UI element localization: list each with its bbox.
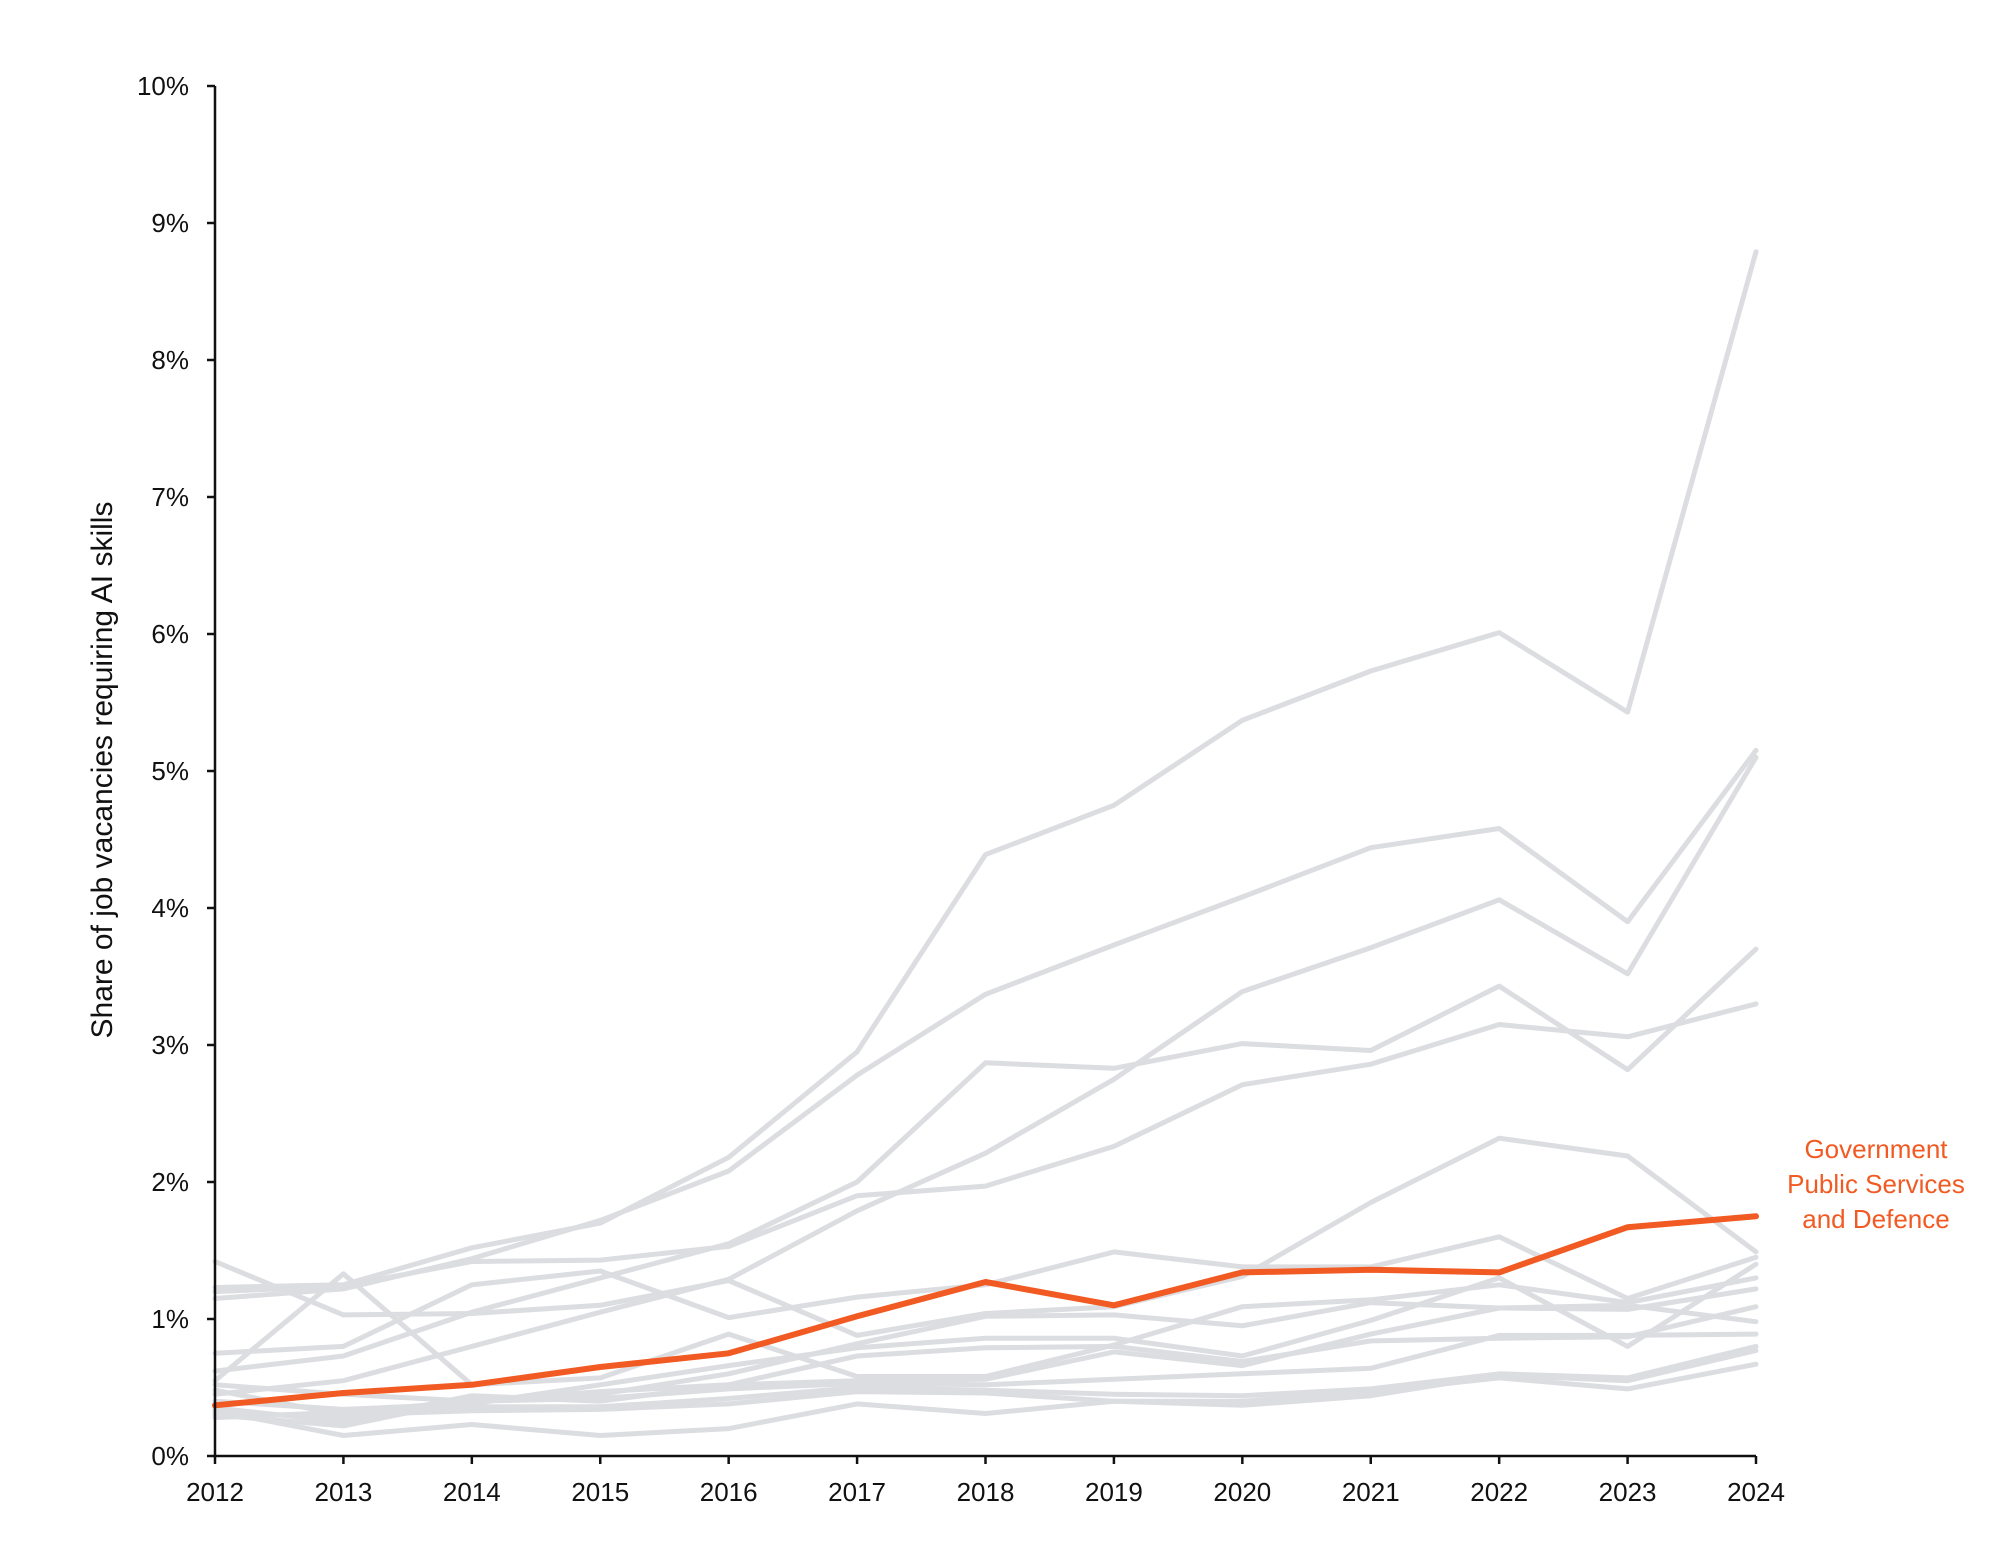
series-line-11 [212,1304,1759,1425]
x-tick-label: 2021 [1342,1477,1400,1507]
series-line-6 [212,1135,1759,1338]
y-tick-label: 10% [137,71,189,101]
y-tick-label: 9% [151,208,189,238]
highlight-series-line [212,1213,1759,1409]
background-series-group [212,249,1759,1438]
x-tick-label: 2024 [1727,1477,1785,1507]
y-tick-label: 5% [151,756,189,786]
x-tick-group: 2012 2013 2014 2015 2016 2017 2018 2019 2020 2021… [186,1456,1785,1507]
y-tick-label: 1% [151,1304,189,1334]
highlight-label-line: Government [1804,1134,1948,1164]
x-tick-label: 2013 [314,1477,372,1507]
y-tick-label: 7% [151,482,189,512]
highlight-series-group [212,1213,1759,1409]
x-tick-label: 2017 [828,1477,886,1507]
y-tick-group: 0% 1% 2% 3% 4% 5% 6% 7% 8% 9% 10% [137,71,215,1471]
x-tick-label: 2019 [1085,1477,1143,1507]
x-tick-label: 2016 [700,1477,758,1507]
y-tick-label: 6% [151,619,189,649]
series-line-1 [212,249,1759,1290]
series-line-13 [212,1331,1759,1404]
series-line-2 [212,747,1759,1301]
x-tick-label: 2020 [1213,1477,1271,1507]
highlight-series-label: Government Public Services and Defence [1787,1134,1965,1234]
series-line-10 [212,1261,1759,1412]
y-tick-label: 4% [151,893,189,923]
x-tick-label: 2012 [186,1477,244,1507]
series-line-16 [212,1348,1759,1438]
highlight-label-line: Public Services [1787,1169,1965,1199]
series-line-4 [212,754,1759,1397]
x-tick-label: 2018 [957,1477,1015,1507]
y-tick-label: 2% [151,1167,189,1197]
x-tick-label: 2023 [1599,1477,1657,1507]
highlight-label-line: and Defence [1802,1204,1949,1234]
x-tick-label: 2014 [443,1477,501,1507]
y-tick-label: 8% [151,345,189,375]
x-tick-label: 2015 [571,1477,629,1507]
series-line-15 [212,1361,1759,1418]
x-tick-label: 2022 [1470,1477,1528,1507]
y-tick-label: 3% [151,1030,189,1060]
series-line-5 [212,1001,1759,1295]
y-axis-title: Share of job vacancies requiring AI skil… [86,502,119,1039]
y-tick-label: 0% [151,1441,189,1471]
